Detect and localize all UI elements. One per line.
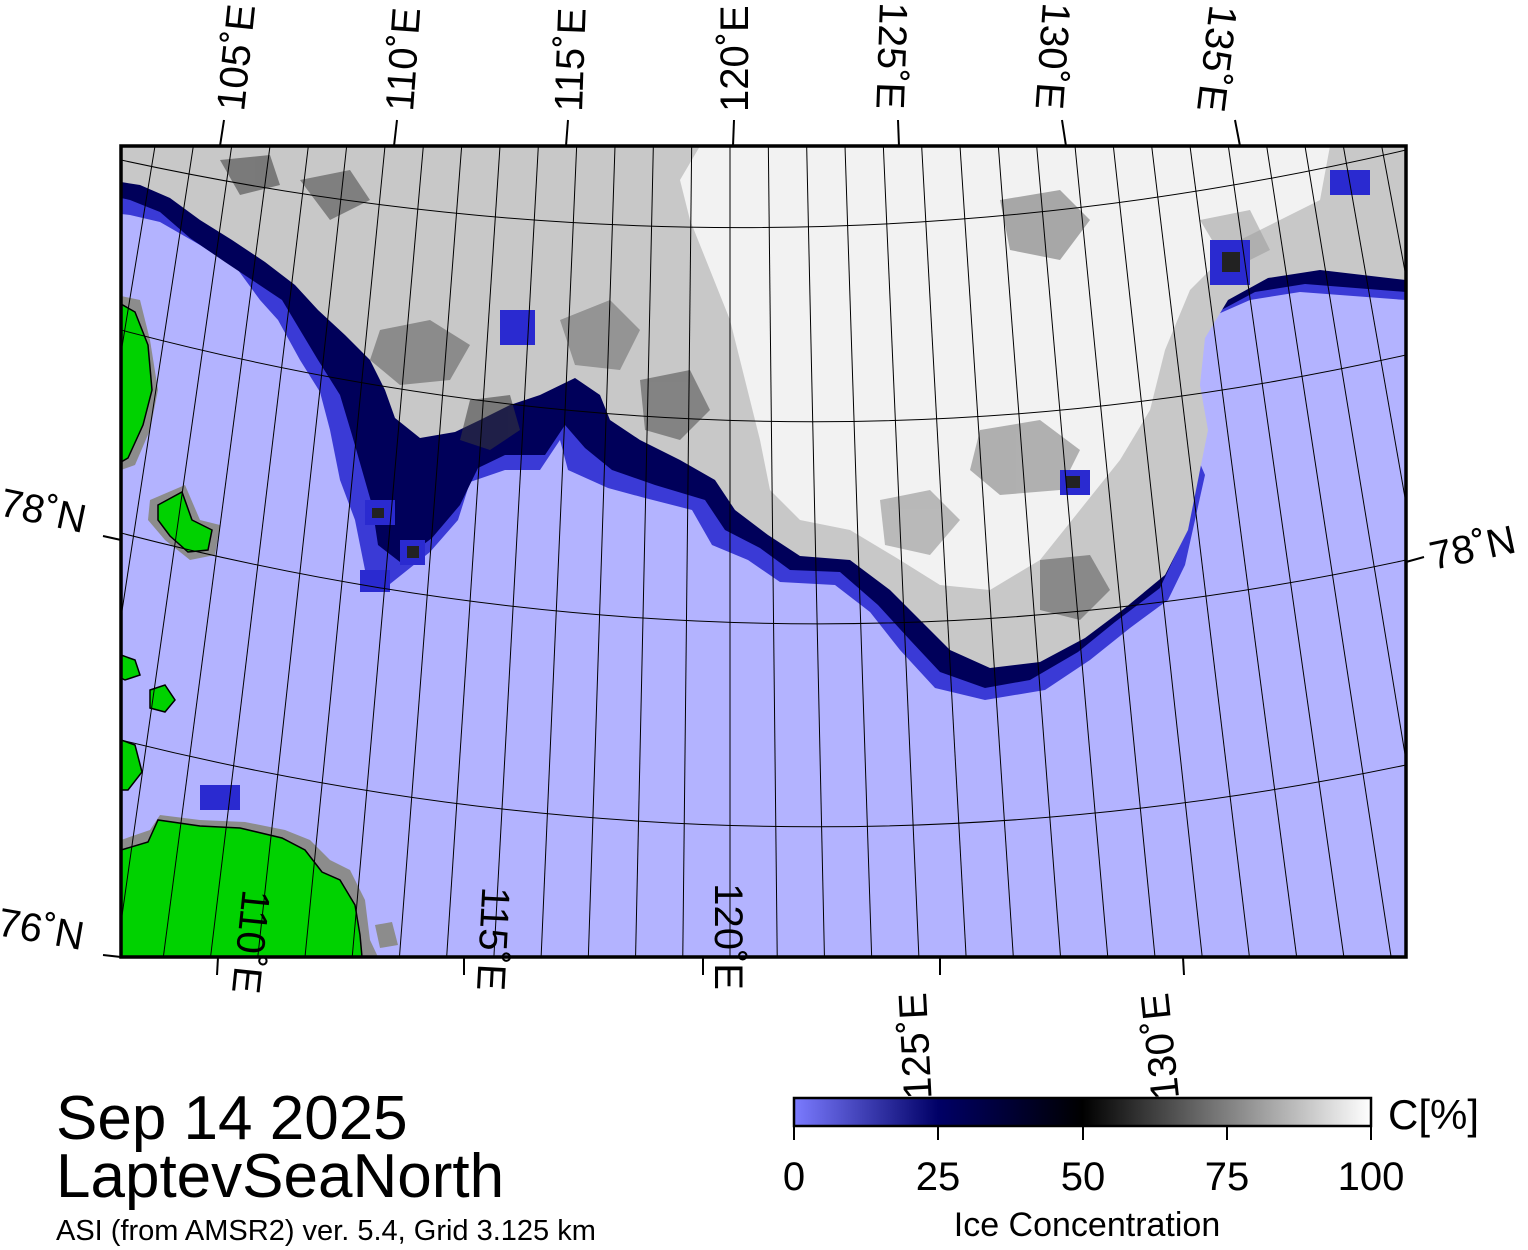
meridian-line: [121, 146, 156, 356]
map-frame: [119, 144, 1408, 959]
meridian-line: [1112, 146, 1203, 957]
parallel-line: [121, 532, 1406, 625]
parallel-line: [121, 149, 1406, 229]
meridian-line: [844, 146, 873, 957]
region-title: LaptevSeaNorth: [56, 1142, 505, 1211]
colorbar-tick-label: 25: [915, 1155, 961, 1199]
map-area: [0, 146, 1406, 957]
top-lon-label: 105˚E: [209, 2, 264, 113]
meridian-line: [635, 146, 654, 957]
left-lat-label: 76˚N: [0, 901, 87, 959]
land-islet-3: [121, 654, 141, 681]
meridian-line: [304, 146, 386, 957]
meridian-line: [1342, 146, 1406, 507]
bottom-lon-label: 110˚E: [223, 888, 278, 996]
parallel-line: [121, 739, 1406, 828]
bottom-lon-label: 125˚E: [891, 992, 941, 1101]
left-lat-label: 78˚N: [0, 481, 90, 542]
land-islet-2: [149, 684, 176, 713]
meridian-line: [210, 146, 309, 957]
meridian-line: [121, 146, 233, 927]
meridian-line: [0, 146, 117, 957]
meridian-line: [1151, 146, 1250, 957]
meridian-line: [493, 146, 539, 957]
colorbar-tick-label: 75: [1204, 1155, 1250, 1199]
top-axis-labels: 105˚E 110˚E 115˚E 120˚E 125˚E 130˚E 135˚…: [209, 1, 1245, 114]
colorbar-tick-label: 100: [1337, 1155, 1405, 1199]
meridian-line: [446, 146, 501, 957]
bottom-axis-labels: 110˚E 115˚E 120˚E 125˚E 130˚E: [223, 883, 1188, 1102]
meridian-line: [921, 146, 967, 957]
meridian-line: [959, 146, 1014, 957]
meridian-line: [0, 146, 78, 957]
right-lat-label: 78˚N: [1426, 518, 1520, 579]
meridian-line: [1227, 146, 1345, 957]
land-islet-1: [157, 490, 213, 553]
parallel-line: [121, 329, 1406, 423]
source-line: ASI (from AMSR2) ver. 5.4, Grid 3.125 km: [56, 1215, 596, 1247]
meridian-line: [1189, 146, 1298, 957]
bottom-lon-label: 120˚E: [706, 883, 750, 990]
colorbar: [792, 1096, 1373, 1140]
axis-ticks: [102, 119, 1425, 976]
meridian-line: [1266, 146, 1392, 957]
land-taymyr: [121, 819, 363, 957]
colorbar-ticks: [793, 1126, 1372, 1140]
top-lon-label: 125˚E: [867, 2, 915, 110]
meridian-line: [767, 146, 778, 957]
meridian-lines: [0, 146, 1406, 957]
floe-cores: [372, 252, 1240, 558]
colorbar-unit: C[%]: [1388, 1091, 1480, 1138]
colorbar-tick-label: 50: [1060, 1155, 1106, 1199]
land-masses: [121, 296, 398, 957]
meridian-line: [398, 146, 463, 957]
meridian-line: [1074, 146, 1156, 957]
top-lon-label: 115˚E: [547, 7, 595, 112]
meridian-line: [682, 146, 693, 957]
top-lon-label: 130˚E: [1027, 1, 1078, 111]
top-lon-label: 135˚E: [1188, 3, 1245, 114]
graticule: [0, 146, 1406, 957]
meridian-line: [587, 146, 616, 957]
meridian-line: [351, 146, 424, 957]
bottom-lon-label: 130˚E: [1133, 991, 1188, 1102]
meridian-line: [162, 146, 271, 957]
left-axis-labels: 78˚N 76˚N: [0, 481, 90, 959]
colorbar-gradient: [792, 1096, 1373, 1128]
right-axis-labels: 78˚N: [1426, 518, 1520, 579]
meridian-line: [1304, 146, 1406, 764]
top-lon-label: 110˚E: [378, 6, 429, 113]
meridian-line: [121, 146, 194, 621]
meridian-line: [997, 146, 1062, 957]
colorbar-title: Ice Concentration: [953, 1206, 1221, 1244]
colorbar-tick-label: 0: [782, 1155, 806, 1199]
top-lon-label: 120˚E: [713, 5, 757, 112]
land-islet-5: [375, 922, 398, 948]
pack-ice-bright: [680, 146, 1330, 590]
meridian-line: [540, 146, 578, 957]
land-islet-4: [121, 739, 143, 791]
meridian-line: [1036, 146, 1109, 957]
date-title: Sep 14 2025: [56, 1084, 408, 1153]
meridian-line: [0, 146, 40, 957]
meridian-line: [882, 146, 920, 957]
bottom-lon-label: 115˚E: [468, 886, 517, 992]
meridian-line: [257, 146, 348, 957]
meridian-line: [806, 146, 825, 957]
